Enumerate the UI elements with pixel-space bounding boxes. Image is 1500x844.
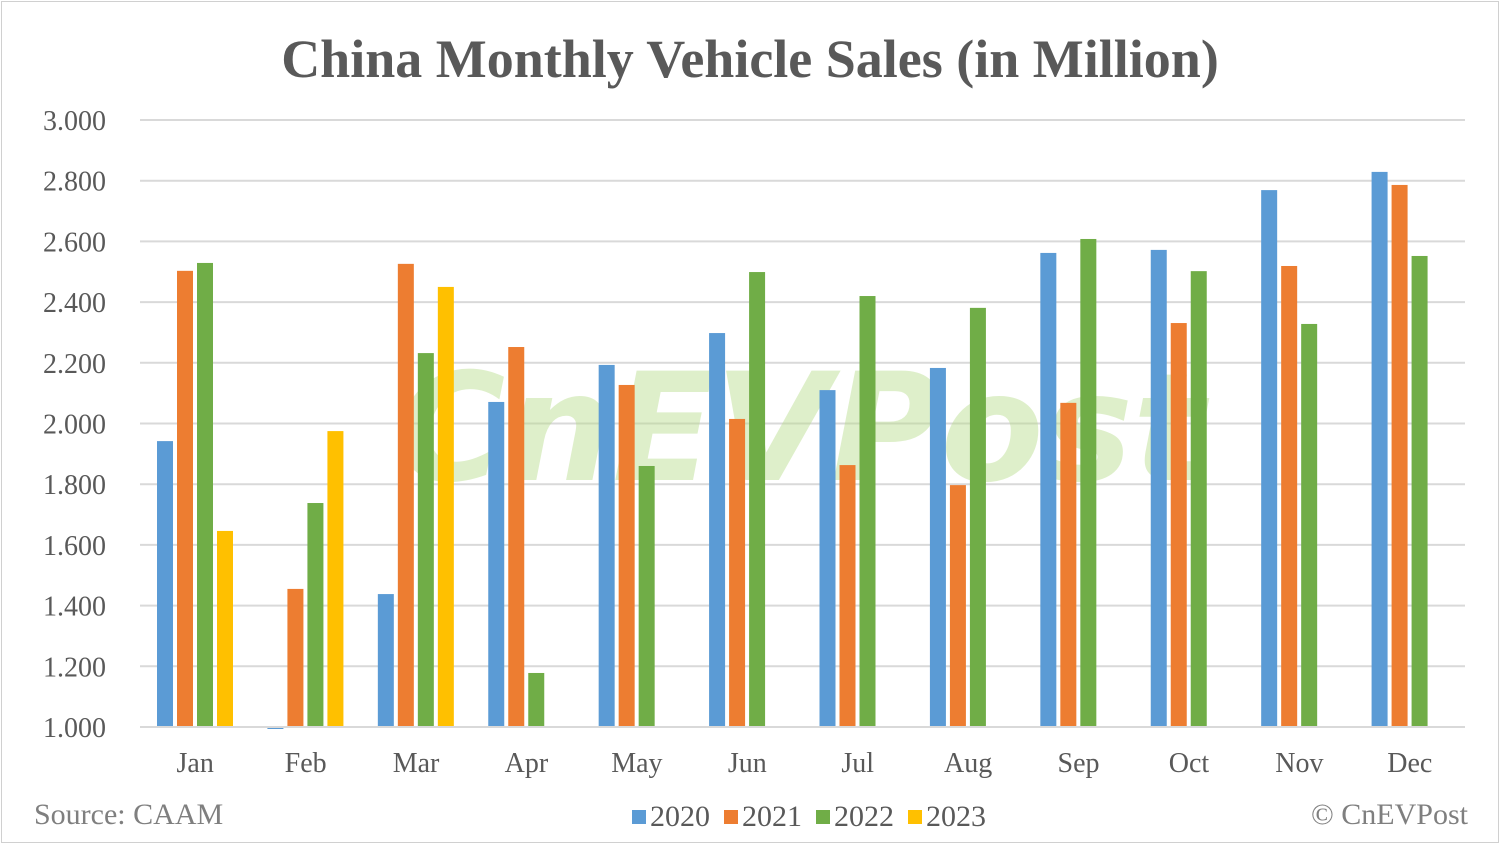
bar-2022-May (638, 465, 655, 727)
bar-2021-Jul (839, 465, 856, 727)
legend-swatch (816, 810, 830, 824)
x-tick-label: Feb (285, 748, 327, 779)
bar-2020-May (598, 364, 615, 727)
source-note: Source: CAAM (34, 798, 224, 831)
legend-swatch (724, 810, 738, 824)
y-tick-label: 1.200 (43, 652, 106, 683)
bar-2023-Feb (327, 431, 344, 727)
bar-2021-Apr (508, 347, 525, 727)
legend-item-2023: 2023 (908, 800, 986, 834)
bar-2020-Mar (377, 594, 394, 727)
chart-title: China Monthly Vehicle Sales (in Million) (281, 29, 1219, 89)
x-tick-label: Jul (841, 748, 874, 779)
y-tick-label: 1.400 (43, 592, 106, 623)
bar-2021-May (618, 384, 635, 727)
bar-2021-Nov (1281, 265, 1298, 727)
bar-2022-Sep (1080, 238, 1097, 728)
legend-swatch (632, 810, 646, 824)
bar-2021-Jun (729, 418, 746, 727)
y-tick-label: 2.200 (43, 349, 106, 380)
bar-2020-Nov (1261, 190, 1278, 727)
x-tick-label: Apr (505, 748, 549, 779)
bar-2020-Dec (1371, 171, 1388, 727)
legend-item-2022: 2022 (816, 800, 894, 834)
bar-2022-Aug (969, 307, 986, 727)
x-tick-label: Sep (1058, 748, 1100, 779)
bar-2020-Aug (929, 367, 946, 727)
legend-label: 2020 (650, 800, 710, 833)
legend-label: 2021 (742, 800, 802, 833)
x-tick-label: Mar (393, 748, 440, 779)
y-tick-label: 1.000 (43, 713, 106, 744)
y-tick-label: 1.800 (43, 470, 106, 501)
bar-2022-Jun (749, 272, 766, 727)
bar-2022-Jan (197, 262, 213, 727)
legend-item-2020: 2020 (632, 800, 710, 834)
y-tick-label: 1.600 (43, 531, 106, 562)
bar-2020-Apr (488, 401, 505, 727)
legend-label: 2022 (834, 800, 894, 833)
bar-2021-Jan (177, 270, 193, 727)
y-tick-label: 2.000 (43, 410, 106, 441)
legend-item-2021: 2021 (724, 800, 802, 834)
bar-2022-Dec (1411, 255, 1428, 727)
legend-label: 2023 (926, 800, 986, 833)
bar-2020-Jun (709, 333, 726, 727)
bar-2021-Feb (287, 588, 304, 727)
bar-2023-Mar (437, 286, 454, 727)
y-tick-label: 2.800 (43, 167, 106, 198)
x-tick-label: Nov (1275, 748, 1323, 779)
bar-2021-Dec (1391, 184, 1408, 728)
x-tick-label: Jun (728, 748, 767, 779)
x-tick-label: Aug (944, 748, 992, 779)
legend-swatch (908, 810, 922, 824)
bar-2022-Mar (417, 353, 434, 727)
y-tick-label: 2.400 (43, 288, 106, 319)
bar-2021-Oct (1170, 323, 1187, 727)
bar-2021-Mar (397, 263, 414, 727)
bar-2020-Sep (1040, 252, 1057, 728)
x-tick-label: Jan (177, 748, 214, 779)
bar-2022-Oct (1190, 271, 1207, 727)
bar-2023-Jan (217, 530, 233, 727)
bar-2022-Jul (859, 296, 876, 727)
x-tick-label: Dec (1387, 748, 1432, 779)
bar-2020-Jan (157, 441, 173, 727)
y-tick-label: 3.000 (43, 106, 106, 137)
x-tick-label: Oct (1169, 748, 1210, 779)
bar-2022-Apr (528, 672, 545, 727)
bar-2022-Feb (307, 503, 324, 727)
y-tick-label: 2.600 (43, 227, 106, 258)
bar-2021-Aug (949, 485, 966, 727)
credit-note: © CnEVPost (1311, 798, 1468, 831)
bar-2021-Sep (1060, 402, 1077, 727)
bar-2020-Jul (819, 390, 836, 727)
bar-2020-Oct (1150, 249, 1167, 727)
legend: 2020 2021 2022 2023 (632, 800, 986, 834)
bar-2022-Nov (1301, 323, 1318, 727)
x-tick-label: May (611, 748, 662, 779)
